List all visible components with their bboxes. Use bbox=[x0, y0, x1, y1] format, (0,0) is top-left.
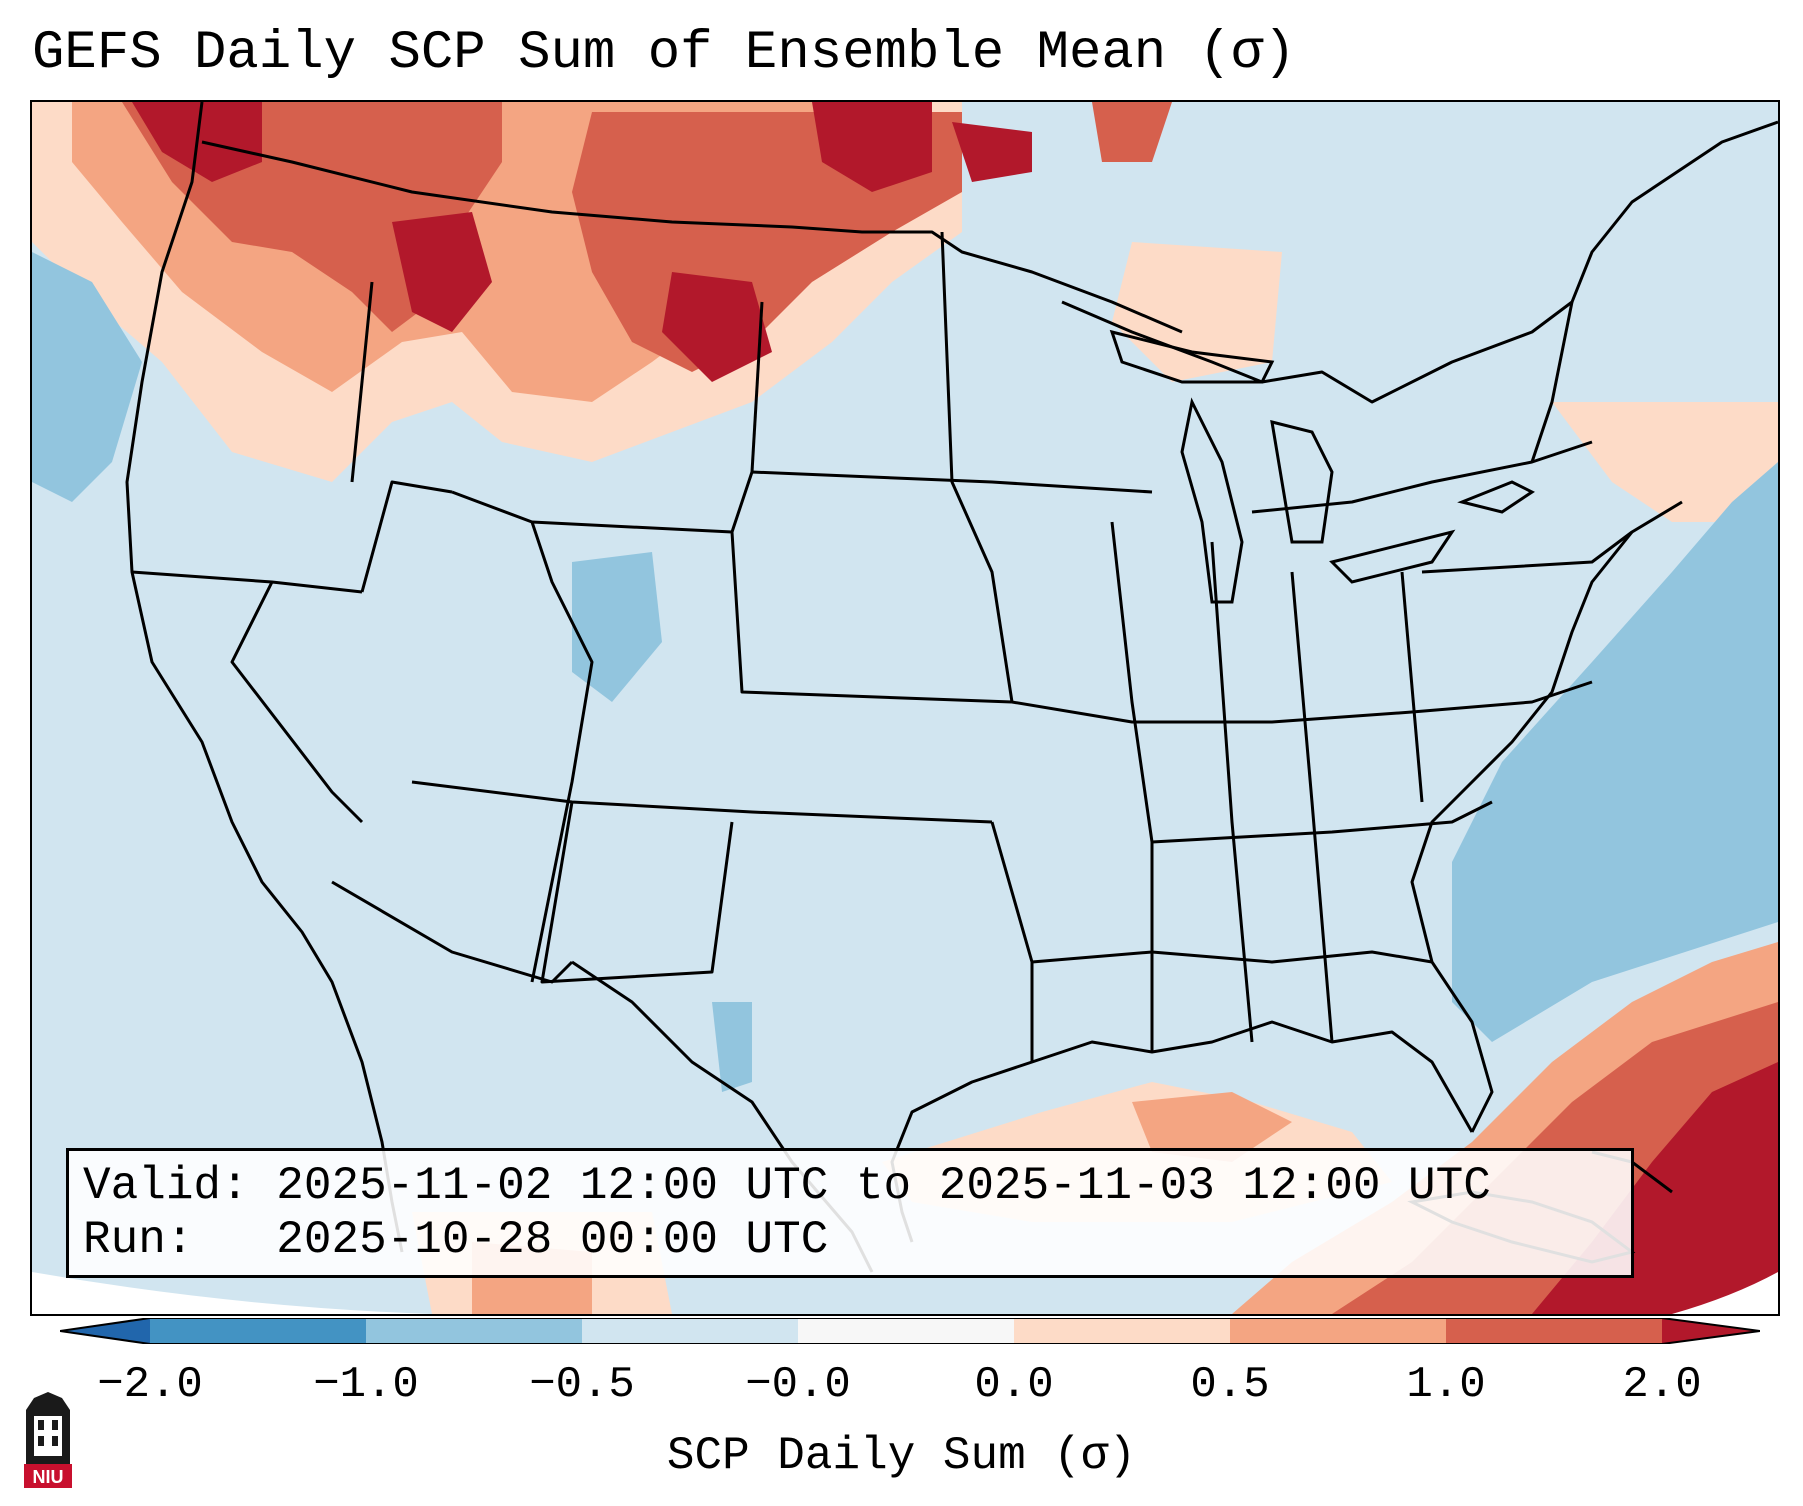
colorbar-tick: 0.5 bbox=[1190, 1360, 1270, 1410]
colorbar-segment-neg-2-to-1 bbox=[150, 1318, 366, 1344]
colorbar-label: SCP Daily Sum (σ) bbox=[666, 1430, 1137, 1482]
anomaly-positive-north bbox=[32, 102, 1778, 522]
niu-logo: NIU bbox=[24, 1392, 72, 1488]
colorbar-segment-neg-1-to-05 bbox=[366, 1318, 582, 1344]
valid-label: Valid: bbox=[83, 1160, 249, 1212]
colorbar-extend-low bbox=[60, 1318, 150, 1344]
projection-edge bbox=[32, 1272, 432, 1314]
anomaly-negative bbox=[32, 252, 1778, 1092]
colorbar-segment-1-to-2 bbox=[1446, 1318, 1662, 1344]
colorbar-tick: −0.0 bbox=[745, 1360, 851, 1410]
colorbar-tick: −1.0 bbox=[313, 1360, 419, 1410]
map-panel bbox=[30, 100, 1780, 1316]
border-mexico-west bbox=[331, 880, 574, 984]
lake-superior bbox=[1109, 329, 1275, 384]
boundaries bbox=[125, 102, 1778, 1273]
valid-line: Valid: 2025-11-02 12:00 UTC to 2025-11-0… bbox=[83, 1159, 1617, 1213]
run-value: 2025-10-28 00:00 UTC bbox=[276, 1214, 829, 1266]
projection-edge-right bbox=[1672, 1272, 1778, 1314]
logo-text: NIU bbox=[33, 1467, 64, 1487]
lake-huron bbox=[1270, 419, 1334, 544]
border-great-lakes bbox=[1061, 120, 1778, 404]
colorbar-segment-0-to-05 bbox=[1014, 1318, 1230, 1344]
coastline-west bbox=[125, 102, 404, 1253]
coastline-east bbox=[1410, 500, 1683, 1133]
chart-title: GEFS Daily SCP Sum of Ensemble Mean (σ) bbox=[32, 23, 1296, 84]
map-canvas bbox=[32, 102, 1778, 1314]
colorbar-tick: 1.0 bbox=[1406, 1360, 1486, 1410]
run-label: Run: bbox=[83, 1214, 194, 1266]
lake-michigan bbox=[1180, 397, 1244, 604]
valid-value: 2025-11-02 12:00 UTC to 2025-11-03 12:00… bbox=[276, 1160, 1491, 1212]
colorbar-tick: −0.5 bbox=[529, 1360, 635, 1410]
validity-info-box: Valid: 2025-11-02 12:00 UTC to 2025-11-0… bbox=[66, 1148, 1634, 1278]
colorbar-tick: 0.0 bbox=[974, 1360, 1054, 1410]
border-canada bbox=[201, 140, 1183, 334]
lakes bbox=[1109, 329, 1535, 604]
colorbar-extend-high bbox=[1662, 1318, 1760, 1344]
colorbar-segment-zero bbox=[798, 1318, 1014, 1344]
colorbar-segment-neg-05-to-0 bbox=[582, 1318, 798, 1344]
colorbar-segment-05-to-1 bbox=[1230, 1318, 1446, 1344]
colorbar bbox=[60, 1318, 1760, 1344]
run-line: Run: 2025-10-28 00:00 UTC bbox=[83, 1213, 1617, 1267]
lake-erie bbox=[1329, 529, 1456, 584]
colorbar-tick: −2.0 bbox=[97, 1360, 203, 1410]
lake-ontario bbox=[1457, 480, 1535, 514]
colorbar-tick: 2.0 bbox=[1622, 1360, 1702, 1410]
